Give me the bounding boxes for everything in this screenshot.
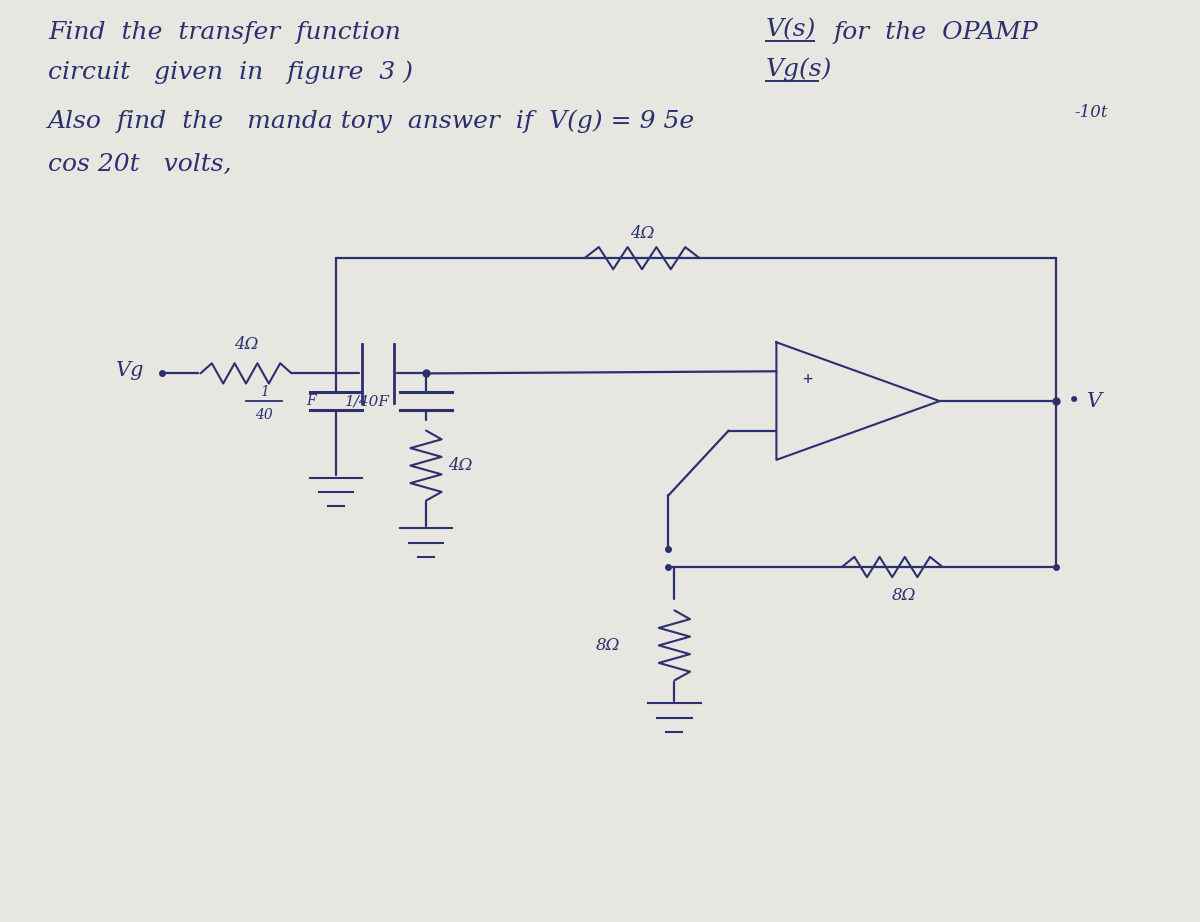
Text: -10t: -10t (1074, 104, 1108, 121)
Text: for  the  OPAMP: for the OPAMP (834, 21, 1039, 43)
Text: • V: • V (1068, 392, 1102, 410)
Text: 4Ω: 4Ω (630, 225, 654, 242)
Text: 8Ω: 8Ω (596, 637, 620, 654)
Text: +: + (802, 370, 812, 388)
Text: Also  find  the   manda tory  answer  if  V(g) = 9 5e: Also find the manda tory answer if V(g) … (48, 110, 695, 134)
Text: V(s): V(s) (766, 18, 816, 41)
Text: Vg(s): Vg(s) (766, 57, 832, 81)
Text: F: F (306, 394, 316, 408)
Text: circuit   given  in   figure  3 ): circuit given in figure 3 ) (48, 60, 413, 84)
Text: Vg: Vg (115, 361, 144, 380)
Text: 1/40F: 1/40F (346, 394, 390, 408)
Text: Find  the  transfer  function: Find the transfer function (48, 21, 401, 43)
Text: 8Ω: 8Ω (892, 587, 917, 604)
Text: cos 20t   volts,: cos 20t volts, (48, 153, 232, 175)
Text: 40: 40 (256, 408, 272, 422)
Text: 4Ω: 4Ω (234, 337, 258, 353)
Text: 1: 1 (259, 384, 269, 399)
Text: 4Ω: 4Ω (448, 457, 472, 474)
